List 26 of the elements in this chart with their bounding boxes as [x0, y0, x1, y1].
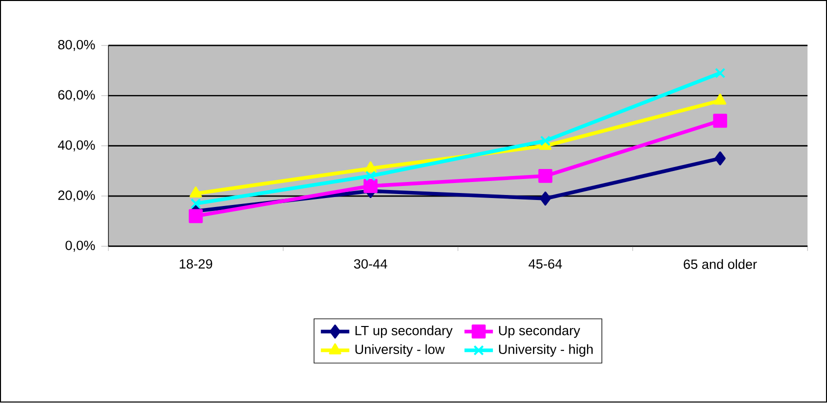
y-tick-label: 20,0% — [58, 190, 95, 202]
y-tick-label: 80,0% — [58, 40, 95, 52]
point — [714, 68, 726, 79]
x-tick-label: 18-29 — [180, 259, 212, 269]
y-tick-label: 40,0% — [58, 140, 95, 152]
point — [190, 186, 202, 198]
point — [713, 114, 728, 128]
point — [540, 192, 551, 206]
legend-label: Up secondary — [499, 326, 580, 338]
x-tick-label: 30-44 — [354, 259, 388, 269]
x-tick-label: 65 and older — [684, 259, 757, 270]
legend-label: LT up secondary — [356, 326, 453, 338]
point — [714, 152, 726, 166]
legend-label: University - high — [499, 344, 593, 357]
point — [188, 209, 203, 224]
point — [364, 162, 377, 173]
point — [365, 170, 376, 182]
point — [364, 179, 378, 194]
point — [538, 169, 552, 184]
point — [714, 94, 726, 105]
y-tick-label: 0,0% — [66, 240, 95, 252]
x-tick-label: 45-64 — [528, 259, 562, 269]
legend-label: University - low — [355, 344, 445, 357]
y-tick-label: 60,0% — [58, 90, 95, 102]
point — [190, 198, 202, 210]
point — [540, 136, 551, 146]
